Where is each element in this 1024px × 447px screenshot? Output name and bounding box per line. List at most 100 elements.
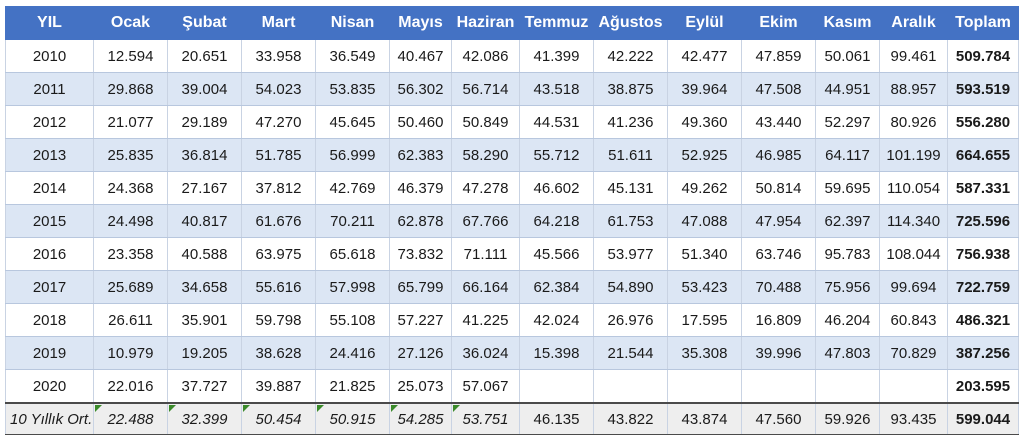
year-cell: 2012	[5, 105, 94, 139]
value-cell: 23.358	[93, 237, 168, 271]
value-cell: 19.205	[167, 336, 242, 370]
value-cell	[667, 369, 742, 404]
value-cell: 38.875	[593, 72, 668, 106]
average-value-cell: 53.751	[451, 402, 520, 435]
value-cell: 29.189	[167, 105, 242, 139]
average-value-cell: 47.560	[741, 402, 816, 435]
table-row: 2017 25.689 34.658 55.616 57.998 65.799 66.164…	[5, 270, 1019, 304]
value-cell: 57.067	[451, 369, 520, 404]
value-cell: 56.302	[389, 72, 452, 106]
year-cell: 2018	[5, 303, 94, 337]
year-cell: 2010	[5, 39, 94, 73]
value-cell: 70.829	[879, 336, 948, 370]
value-cell: 36.024	[451, 336, 520, 370]
column-header-month-8: Ağustos	[593, 6, 668, 40]
value-cell: 47.270	[241, 105, 316, 139]
year-cell: 2020	[5, 369, 94, 404]
average-value-cell: 59.926	[815, 402, 880, 435]
average-value: 59.926	[824, 410, 871, 428]
value-cell: 46.602	[519, 171, 594, 205]
value-cell	[815, 369, 880, 404]
average-value-cell: 43.822	[593, 402, 668, 435]
table-row: 2012 21.077 29.189 47.270 45.645 50.460 50.849…	[5, 105, 1019, 139]
value-cell: 26.611	[93, 303, 168, 337]
column-header-month-11: Kasım	[815, 6, 880, 40]
value-cell: 57.227	[389, 303, 452, 337]
average-value-cell: 54.285	[389, 402, 452, 435]
value-cell: 45.131	[593, 171, 668, 205]
value-cell: 24.498	[93, 204, 168, 238]
table-body: 2010 12.594 20.651 33.958 36.549 40.467 42.086…	[5, 39, 1019, 404]
value-cell: 45.645	[315, 105, 390, 139]
value-cell: 73.832	[389, 237, 452, 271]
value-cell: 49.262	[667, 171, 742, 205]
table-row: 2013 25.835 36.814 51.785 56.999 62.383 58.290…	[5, 138, 1019, 172]
column-header-month-2: Şubat	[167, 6, 242, 40]
value-cell: 21.544	[593, 336, 668, 370]
value-cell: 12.594	[93, 39, 168, 73]
error-indicator-icon	[453, 405, 460, 412]
average-value: 22.488	[107, 410, 154, 428]
table-row: 2020 22.016 37.727 39.887 21.825 25.073 57.067…	[5, 369, 1019, 404]
average-value: 43.874	[681, 410, 728, 428]
average-row: 10 Yıllık Ort. 22.488 32.399 50.454 50.915 54…	[5, 402, 1019, 435]
value-cell: 43.518	[519, 72, 594, 106]
value-cell: 47.859	[741, 39, 816, 73]
value-cell: 50.849	[451, 105, 520, 139]
value-cell: 15.398	[519, 336, 594, 370]
value-cell: 39.887	[241, 369, 316, 404]
header-row: YIL Ocak Şubat Mart Nisan Mayıs Haziran Temmuz A…	[5, 6, 1019, 40]
total-cell: 509.784	[947, 39, 1019, 73]
value-cell: 21.825	[315, 369, 390, 404]
value-cell	[741, 369, 816, 404]
value-cell: 50.460	[389, 105, 452, 139]
value-cell: 47.508	[741, 72, 816, 106]
average-value: 53.751	[462, 410, 509, 428]
value-cell: 60.843	[879, 303, 948, 337]
value-cell: 44.951	[815, 72, 880, 106]
value-cell: 42.024	[519, 303, 594, 337]
value-cell	[519, 369, 594, 404]
value-cell: 61.753	[593, 204, 668, 238]
average-value: 32.399	[181, 410, 228, 428]
value-cell: 40.588	[167, 237, 242, 271]
value-cell: 55.108	[315, 303, 390, 337]
average-value-cell: 43.874	[667, 402, 742, 435]
value-cell: 54.023	[241, 72, 316, 106]
value-cell: 33.958	[241, 39, 316, 73]
value-cell: 56.714	[451, 72, 520, 106]
error-indicator-icon	[243, 405, 250, 412]
table-row: 2010 12.594 20.651 33.958 36.549 40.467 42.086…	[5, 39, 1019, 73]
value-cell: 39.996	[741, 336, 816, 370]
year-cell: 2016	[5, 237, 94, 271]
monthly-data-table-wrapper: YIL Ocak Şubat Mart Nisan Mayıs Haziran Temmuz A…	[5, 6, 1019, 435]
value-cell: 50.061	[815, 39, 880, 73]
column-header-month-6: Haziran	[451, 6, 520, 40]
value-cell: 24.368	[93, 171, 168, 205]
year-cell: 2013	[5, 138, 94, 172]
value-cell: 21.077	[93, 105, 168, 139]
value-cell: 64.117	[815, 138, 880, 172]
average-value-cell: 93.435	[879, 402, 948, 435]
value-cell: 47.088	[667, 204, 742, 238]
value-cell: 29.868	[93, 72, 168, 106]
total-cell: 587.331	[947, 171, 1019, 205]
value-cell: 27.167	[167, 171, 242, 205]
value-cell: 64.218	[519, 204, 594, 238]
value-cell: 99.461	[879, 39, 948, 73]
value-cell: 65.799	[389, 270, 452, 304]
value-cell: 51.611	[593, 138, 668, 172]
column-header-month-3: Mart	[241, 6, 316, 40]
value-cell: 56.999	[315, 138, 390, 172]
value-cell: 41.399	[519, 39, 594, 73]
value-cell: 53.977	[593, 237, 668, 271]
value-cell: 46.379	[389, 171, 452, 205]
value-cell: 95.783	[815, 237, 880, 271]
total-cell: 486.321	[947, 303, 1019, 337]
value-cell: 55.616	[241, 270, 316, 304]
value-cell: 44.531	[519, 105, 594, 139]
year-cell: 2017	[5, 270, 94, 304]
total-cell: 664.655	[947, 138, 1019, 172]
value-cell: 88.957	[879, 72, 948, 106]
value-cell: 62.397	[815, 204, 880, 238]
